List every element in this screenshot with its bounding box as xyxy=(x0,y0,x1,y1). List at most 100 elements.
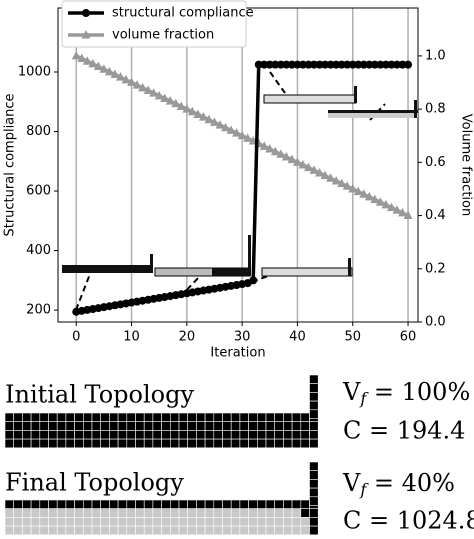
marker xyxy=(271,60,280,69)
cell xyxy=(56,421,67,431)
cell xyxy=(48,421,58,431)
cell xyxy=(187,421,197,431)
cell xyxy=(91,525,101,536)
cell xyxy=(213,430,223,440)
cell xyxy=(13,430,23,440)
cell xyxy=(152,430,162,440)
marker xyxy=(121,74,131,84)
marker xyxy=(331,175,341,185)
cell xyxy=(300,430,310,440)
cell xyxy=(204,412,215,422)
cell xyxy=(274,430,284,440)
marker xyxy=(310,60,319,69)
cell xyxy=(83,421,93,431)
cell xyxy=(291,421,302,431)
cell xyxy=(309,400,319,411)
cell xyxy=(30,508,41,518)
topology xyxy=(4,461,319,536)
v: V xyxy=(342,378,361,406)
cell xyxy=(204,508,215,518)
cell xyxy=(100,412,110,422)
cell xyxy=(117,508,128,518)
cell xyxy=(256,499,267,509)
cell xyxy=(30,430,41,440)
cell xyxy=(22,412,32,422)
cell xyxy=(135,430,145,440)
cell xyxy=(65,412,75,422)
cell xyxy=(309,461,319,471)
y2-tick-label: 0.2 xyxy=(425,261,446,276)
panel-title: Final Topology xyxy=(5,469,184,497)
cell xyxy=(213,438,223,449)
marker xyxy=(404,60,413,69)
cell xyxy=(100,421,110,431)
cell xyxy=(274,438,284,449)
cell xyxy=(39,430,49,440)
cell xyxy=(283,430,293,440)
compliance-label: C = 194.4 xyxy=(343,417,465,445)
marker xyxy=(293,60,302,69)
cell xyxy=(309,438,319,449)
legend-marker xyxy=(82,9,90,17)
marker xyxy=(187,106,197,116)
cell xyxy=(13,421,23,431)
cell xyxy=(74,438,84,449)
cell xyxy=(13,508,23,518)
cell xyxy=(74,421,84,431)
y-tick-label: 800 xyxy=(26,124,51,139)
cell xyxy=(222,438,232,449)
cell xyxy=(230,412,241,422)
cell xyxy=(309,383,319,393)
y-tick-label: 1000 xyxy=(18,64,51,79)
cell xyxy=(13,412,23,422)
cell xyxy=(39,517,49,527)
cell xyxy=(109,517,119,527)
cell xyxy=(152,525,162,536)
cell xyxy=(309,392,319,402)
marker xyxy=(182,104,192,113)
cell xyxy=(39,438,49,449)
cell xyxy=(239,438,249,449)
cell xyxy=(135,438,145,449)
cell xyxy=(161,525,171,536)
cell xyxy=(117,438,128,449)
cell xyxy=(91,517,101,527)
y-tick-label: 200 xyxy=(26,303,51,318)
cell xyxy=(274,421,284,431)
cell xyxy=(222,508,232,518)
marker xyxy=(359,60,368,69)
cell xyxy=(222,412,232,422)
cell xyxy=(109,412,119,422)
cell xyxy=(91,438,101,449)
cell xyxy=(248,508,258,518)
marker xyxy=(259,141,269,150)
cell xyxy=(48,412,58,422)
marker xyxy=(282,60,291,69)
cell xyxy=(126,517,136,527)
cell xyxy=(178,517,188,527)
cell xyxy=(4,421,14,431)
cell xyxy=(100,525,110,536)
cell xyxy=(300,517,310,527)
cell xyxy=(30,499,41,509)
cell xyxy=(248,421,258,431)
cell xyxy=(4,499,14,509)
cell xyxy=(56,430,67,440)
cell xyxy=(56,438,67,449)
cell xyxy=(4,508,14,518)
marker xyxy=(387,60,396,69)
cell xyxy=(248,517,258,527)
cell xyxy=(48,438,58,449)
cell xyxy=(126,508,136,518)
marker xyxy=(292,157,302,166)
marker xyxy=(281,152,291,161)
cell xyxy=(213,517,223,527)
cell xyxy=(248,430,258,440)
cell xyxy=(265,438,275,449)
cell xyxy=(222,517,232,527)
marker xyxy=(321,60,330,69)
x-tick-label: 20 xyxy=(179,330,196,345)
cell xyxy=(222,430,232,440)
cell xyxy=(126,499,136,509)
marker xyxy=(165,96,175,105)
